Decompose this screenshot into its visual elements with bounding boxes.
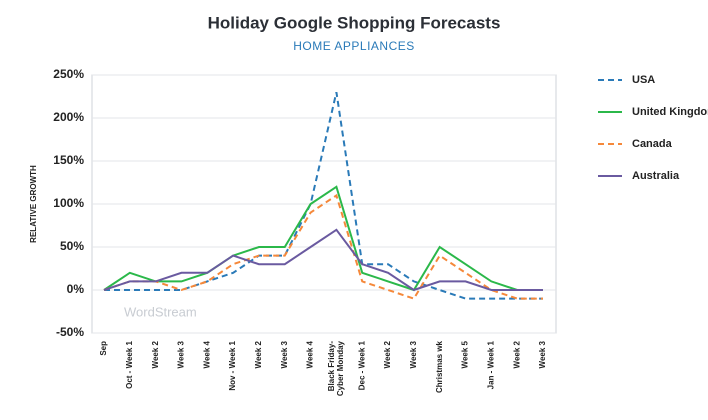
y-tick-label: 50% [60,239,84,253]
x-tick-label: Sep [99,341,108,356]
x-tick-label: Week 3 [409,340,418,368]
x-tick-label: Week 2 [151,340,160,368]
series-line [103,193,543,300]
y-tick-label: 100% [53,196,84,210]
x-tick-label: Week 3 [177,340,186,368]
y-axis-label: RELATIVE GROWTH [29,165,38,243]
x-tick-label: Week 2 [254,340,263,368]
chart-title: Holiday Google Shopping Forecasts [208,13,501,32]
series-line [104,91,543,300]
y-tick-label: 250% [53,67,84,81]
legend-label: Canada [632,138,673,150]
x-tick-label: Dec - Week 1 [357,340,366,390]
x-tick-label: Black Friday-Cyber Monday [327,340,345,396]
x-tick-label: Week 2 [512,340,521,368]
watermark: WordStream [124,304,197,319]
chart-subtitle: HOME APPLIANCES [293,39,415,53]
x-tick-label: Week 3 [280,340,289,368]
x-tick-label: Week 2 [383,340,392,368]
x-tick-label: Week 5 [461,340,470,368]
y-tick-label: -50% [56,325,84,339]
legend-label: USA [632,74,655,86]
x-tick-label: Week 4 [306,340,315,368]
series-line [103,185,543,292]
legend-label: United Kingdom [632,106,708,118]
x-tick-label: Oct - Week 1 [125,340,134,388]
y-tick-label: 150% [53,153,84,167]
x-tick-label: Week 4 [202,340,211,368]
y-tick-label: 200% [53,110,84,124]
series-line [103,228,543,292]
x-tick-label: Week 3 [538,340,547,368]
legend-label: Australia [632,170,680,182]
x-tick-label: Christmas wk [435,340,444,393]
y-tick-label: 0% [67,282,85,296]
x-tick-label: Jan - Week 1 [486,340,495,389]
x-tick-label: Nov - Week 1 [228,340,237,390]
